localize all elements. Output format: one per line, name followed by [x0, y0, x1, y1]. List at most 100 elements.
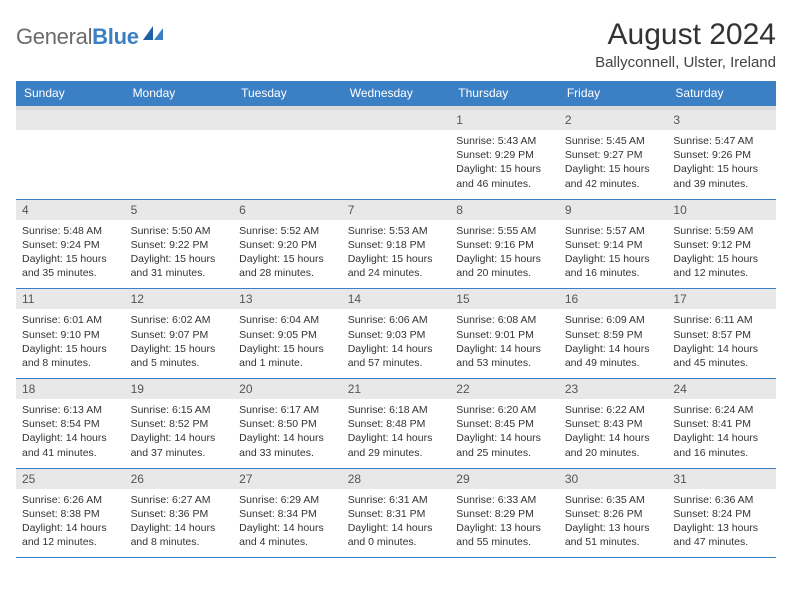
day-detail-line: Daylight: 15 hours	[239, 342, 336, 356]
day-detail-line: Daylight: 14 hours	[239, 521, 336, 535]
calendar-day: 2Sunrise: 5:45 AMSunset: 9:27 PMDaylight…	[559, 110, 668, 199]
day-number	[16, 110, 125, 130]
day-detail-line: and 31 minutes.	[131, 266, 228, 280]
day-detail-line: Sunrise: 5:48 AM	[22, 224, 119, 238]
day-number: 31	[667, 469, 776, 489]
day-detail-line: Sunset: 8:48 PM	[348, 417, 445, 431]
calendar-day: 22Sunrise: 6:20 AMSunset: 8:45 PMDayligh…	[450, 379, 559, 468]
day-number: 9	[559, 200, 668, 220]
day-detail-line: Sunrise: 5:55 AM	[456, 224, 553, 238]
day-detail-line: Sunset: 9:18 PM	[348, 238, 445, 252]
day-detail-line: Sunrise: 6:18 AM	[348, 403, 445, 417]
day-detail: Sunrise: 6:13 AMSunset: 8:54 PMDaylight:…	[22, 403, 119, 460]
day-detail-line: and 39 minutes.	[673, 177, 770, 191]
logo-word-2: Blue	[92, 24, 138, 49]
day-detail: Sunrise: 5:43 AMSunset: 9:29 PMDaylight:…	[456, 134, 553, 191]
day-detail-line: Sunset: 9:10 PM	[22, 328, 119, 342]
day-detail-line: Sunset: 9:07 PM	[131, 328, 228, 342]
day-detail-line: Sunrise: 6:13 AM	[22, 403, 119, 417]
day-number: 27	[233, 469, 342, 489]
calendar-day: 4Sunrise: 5:48 AMSunset: 9:24 PMDaylight…	[16, 200, 125, 289]
day-detail-line: Sunset: 8:26 PM	[565, 507, 662, 521]
day-detail-line: and 1 minute.	[239, 356, 336, 370]
day-detail: Sunrise: 6:24 AMSunset: 8:41 PMDaylight:…	[673, 403, 770, 460]
day-detail-line: Daylight: 14 hours	[565, 342, 662, 356]
weekday-header-row: Sunday Monday Tuesday Wednesday Thursday…	[16, 81, 776, 106]
day-detail-line: Sunset: 9:27 PM	[565, 148, 662, 162]
day-detail-line: Sunrise: 6:04 AM	[239, 313, 336, 327]
day-detail-line: Sunrise: 6:02 AM	[131, 313, 228, 327]
day-detail-line: and 33 minutes.	[239, 446, 336, 460]
day-detail-line: Sunset: 8:29 PM	[456, 507, 553, 521]
day-detail-line: Sunrise: 5:50 AM	[131, 224, 228, 238]
calendar-day: 14Sunrise: 6:06 AMSunset: 9:03 PMDayligh…	[342, 289, 451, 378]
day-detail-line: Sunset: 8:38 PM	[22, 507, 119, 521]
calendar-day: 15Sunrise: 6:08 AMSunset: 9:01 PMDayligh…	[450, 289, 559, 378]
day-detail-line: Sunrise: 5:59 AM	[673, 224, 770, 238]
day-detail-line: Sunrise: 6:15 AM	[131, 403, 228, 417]
day-detail-line: and 8 minutes.	[131, 535, 228, 549]
day-detail-line: and 49 minutes.	[565, 356, 662, 370]
logo: GeneralBlue	[16, 18, 167, 50]
day-detail-line: Daylight: 14 hours	[565, 431, 662, 445]
day-detail: Sunrise: 5:45 AMSunset: 9:27 PMDaylight:…	[565, 134, 662, 191]
day-detail-line: Sunrise: 6:36 AM	[673, 493, 770, 507]
calendar-day: 16Sunrise: 6:09 AMSunset: 8:59 PMDayligh…	[559, 289, 668, 378]
day-number: 23	[559, 379, 668, 399]
day-detail-line: Daylight: 15 hours	[22, 342, 119, 356]
day-number: 14	[342, 289, 451, 309]
day-detail-line: Daylight: 15 hours	[456, 162, 553, 176]
day-number: 18	[16, 379, 125, 399]
day-detail: Sunrise: 6:36 AMSunset: 8:24 PMDaylight:…	[673, 493, 770, 550]
day-detail-line: Sunset: 9:12 PM	[673, 238, 770, 252]
weekday-label: Thursday	[450, 81, 559, 106]
title-block: August 2024 Ballyconnell, Ulster, Irelan…	[595, 18, 776, 71]
day-detail: Sunrise: 6:26 AMSunset: 8:38 PMDaylight:…	[22, 493, 119, 550]
day-detail-line: and 51 minutes.	[565, 535, 662, 549]
day-detail-line: Sunrise: 6:35 AM	[565, 493, 662, 507]
day-detail-line: and 12 minutes.	[673, 266, 770, 280]
day-number: 20	[233, 379, 342, 399]
day-number: 10	[667, 200, 776, 220]
calendar-week: 11Sunrise: 6:01 AMSunset: 9:10 PMDayligh…	[16, 289, 776, 379]
day-detail-line: Sunrise: 6:29 AM	[239, 493, 336, 507]
calendar-day: 9Sunrise: 5:57 AMSunset: 9:14 PMDaylight…	[559, 200, 668, 289]
day-detail-line: Sunrise: 6:33 AM	[456, 493, 553, 507]
day-detail-line: Daylight: 14 hours	[22, 431, 119, 445]
calendar-day: 21Sunrise: 6:18 AMSunset: 8:48 PMDayligh…	[342, 379, 451, 468]
day-detail-line: Sunset: 8:45 PM	[456, 417, 553, 431]
day-number: 16	[559, 289, 668, 309]
day-number: 19	[125, 379, 234, 399]
day-number: 1	[450, 110, 559, 130]
day-number: 30	[559, 469, 668, 489]
day-detail-line: Sunset: 9:29 PM	[456, 148, 553, 162]
day-detail-line: Sunset: 9:26 PM	[673, 148, 770, 162]
day-detail-line: Sunrise: 6:22 AM	[565, 403, 662, 417]
day-detail-line: Sunrise: 6:27 AM	[131, 493, 228, 507]
page-subtitle: Ballyconnell, Ulster, Ireland	[595, 54, 776, 71]
calendar-day: 30Sunrise: 6:35 AMSunset: 8:26 PMDayligh…	[559, 469, 668, 558]
day-detail-line: Sunrise: 6:17 AM	[239, 403, 336, 417]
day-number: 3	[667, 110, 776, 130]
day-number: 26	[125, 469, 234, 489]
day-detail-line: Sunrise: 6:01 AM	[22, 313, 119, 327]
day-detail-line: Daylight: 14 hours	[456, 431, 553, 445]
day-detail-line: Sunset: 8:50 PM	[239, 417, 336, 431]
day-detail-line: Sunrise: 6:20 AM	[456, 403, 553, 417]
day-number: 7	[342, 200, 451, 220]
day-number: 13	[233, 289, 342, 309]
day-detail-line: Sunrise: 6:31 AM	[348, 493, 445, 507]
calendar-day: 19Sunrise: 6:15 AMSunset: 8:52 PMDayligh…	[125, 379, 234, 468]
day-detail-line: Sunset: 9:03 PM	[348, 328, 445, 342]
day-detail-line: Daylight: 15 hours	[131, 252, 228, 266]
day-detail-line: Daylight: 13 hours	[456, 521, 553, 535]
day-detail-line: Sunset: 9:24 PM	[22, 238, 119, 252]
day-detail: Sunrise: 5:59 AMSunset: 9:12 PMDaylight:…	[673, 224, 770, 281]
calendar: Sunday Monday Tuesday Wednesday Thursday…	[16, 81, 776, 558]
day-detail-line: Sunset: 8:59 PM	[565, 328, 662, 342]
day-detail-line: Daylight: 14 hours	[131, 521, 228, 535]
day-detail-line: Sunrise: 5:43 AM	[456, 134, 553, 148]
day-detail: Sunrise: 5:55 AMSunset: 9:16 PMDaylight:…	[456, 224, 553, 281]
day-number: 12	[125, 289, 234, 309]
day-detail-line: Daylight: 15 hours	[673, 162, 770, 176]
